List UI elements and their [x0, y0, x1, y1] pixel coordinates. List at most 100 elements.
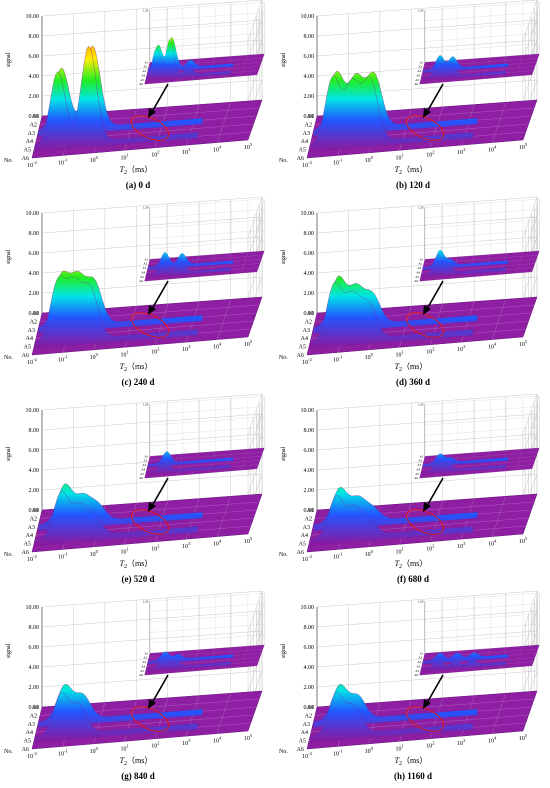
x-tick-exp: 0: [96, 155, 99, 160]
grid-line: [256, 592, 265, 614]
x-title-sub: 2: [399, 761, 402, 767]
row-label: A4: [301, 139, 308, 145]
x-tick-base: 10: [457, 347, 463, 353]
x-tick-exp: -1: [64, 551, 68, 556]
grid-line: [522, 610, 538, 652]
x-tick-exp: 1: [401, 152, 403, 157]
x-tick-exp: 4: [219, 145, 222, 150]
x-tick-exp: -2: [308, 554, 312, 559]
grid-line: [531, 624, 540, 646]
grid-line: [316, 590, 538, 608]
y-tick-label: 1.20: [143, 402, 149, 406]
x-tick-base: 10: [213, 148, 219, 154]
arrow: [426, 477, 444, 507]
x-tick-base: 10: [120, 155, 126, 161]
row-label: A4: [141, 73, 145, 77]
grid-line: [247, 0, 263, 41]
x-tick-base: 10: [365, 158, 371, 164]
x-tick-label: 103: [457, 344, 466, 353]
floor-grid: [240, 449, 248, 471]
x-tick-label: 100: [90, 746, 99, 755]
x-axis-title: T2（ms）: [120, 756, 153, 767]
grid-line: [247, 19, 263, 61]
grid-line: [522, 216, 538, 258]
x-tick-base: 10: [488, 148, 494, 154]
y-tick-label: 1.20: [143, 599, 149, 603]
x-tick-label: 102: [151, 741, 159, 750]
x-tick-base: 10: [426, 153, 432, 159]
grid-line: [316, 236, 538, 254]
floor-grid: [491, 693, 506, 734]
y-tick-label: 0.00: [304, 114, 315, 120]
row-label: A3: [28, 525, 35, 531]
floor-grid: [216, 496, 231, 537]
panel: 10.008.006.004.002.000.00A1A2A3A4A5A6sig…: [279, 393, 540, 584]
grid-line: [256, 395, 265, 417]
x-title-symbol: T: [395, 559, 400, 568]
x-tick-label: 10-1: [58, 551, 68, 560]
y-tick-label: 10.00: [26, 211, 40, 217]
row-label: A6: [297, 353, 304, 359]
x-tick-label: 10-1: [333, 354, 343, 363]
x-tick-exp: -1: [64, 157, 68, 162]
grid-line: [256, 230, 265, 252]
y-tick-label: 4.00: [29, 665, 40, 671]
row-axis-title: No.: [4, 355, 13, 361]
x-axis-title: T2（ms）: [395, 165, 428, 176]
x-tick-label: 102: [426, 347, 434, 356]
row-label: A3: [303, 131, 310, 137]
x-tick-exp: 5: [250, 536, 253, 541]
x-tick-base: 10: [58, 751, 64, 757]
x-tick-label: 103: [182, 541, 191, 550]
row-label: A5: [415, 669, 419, 673]
grid-line: [424, 33, 540, 42]
x-axis-title: T2（ms）: [395, 362, 428, 373]
surface: [309, 692, 474, 743]
x-tick-label: 100: [90, 352, 99, 361]
grid-line: [424, 613, 540, 623]
x-title-symbol: T: [395, 165, 400, 174]
row-label: A5: [299, 542, 306, 548]
panel-caption: (a) 0 d: [126, 180, 151, 190]
x-tick-exp: 0: [96, 352, 99, 357]
row-label: A1: [419, 651, 423, 655]
row-label: A6: [414, 673, 418, 677]
arrow: [426, 674, 444, 704]
arrow: [426, 83, 444, 113]
x-tick-base: 10: [182, 544, 188, 550]
panel: 10.008.006.004.002.000.00A1A2A3A4A5A6sig…: [279, 0, 540, 190]
grid-line: [41, 79, 263, 97]
x-tick-label: 104: [488, 342, 497, 351]
x-tick-label: 105: [519, 733, 528, 742]
row-label: A5: [24, 739, 31, 745]
floor-grid: [491, 496, 506, 537]
grid-line: [41, 433, 263, 451]
x-tick-exp: 5: [525, 339, 528, 344]
x-title-sub: 2: [124, 761, 127, 767]
grid-line: [149, 219, 265, 229]
x-tick-base: 10: [302, 163, 308, 169]
x-tick-label: 100: [90, 549, 99, 558]
row-label: A5: [415, 472, 419, 476]
x-tick-base: 10: [426, 547, 432, 553]
highlight-ellipse: [405, 509, 445, 535]
grid-line: [149, 230, 265, 239]
x-tick-base: 10: [27, 754, 33, 760]
x-tick-base: 10: [244, 145, 250, 151]
grid-line: [424, 240, 540, 250]
x-tick-label: 10-1: [333, 551, 343, 560]
surface: [309, 75, 474, 152]
y-tick-label: 10.00: [301, 605, 315, 611]
x-title-symbol: T: [120, 756, 125, 765]
row-label: A2: [30, 516, 37, 522]
grid-line: [149, 437, 265, 447]
grid-line: [316, 473, 538, 491]
x-tick-exp: 3: [463, 541, 466, 546]
x-tick-exp: 0: [371, 746, 374, 751]
x-tick-base: 10: [213, 739, 219, 745]
x-tick-label: 103: [182, 344, 191, 353]
